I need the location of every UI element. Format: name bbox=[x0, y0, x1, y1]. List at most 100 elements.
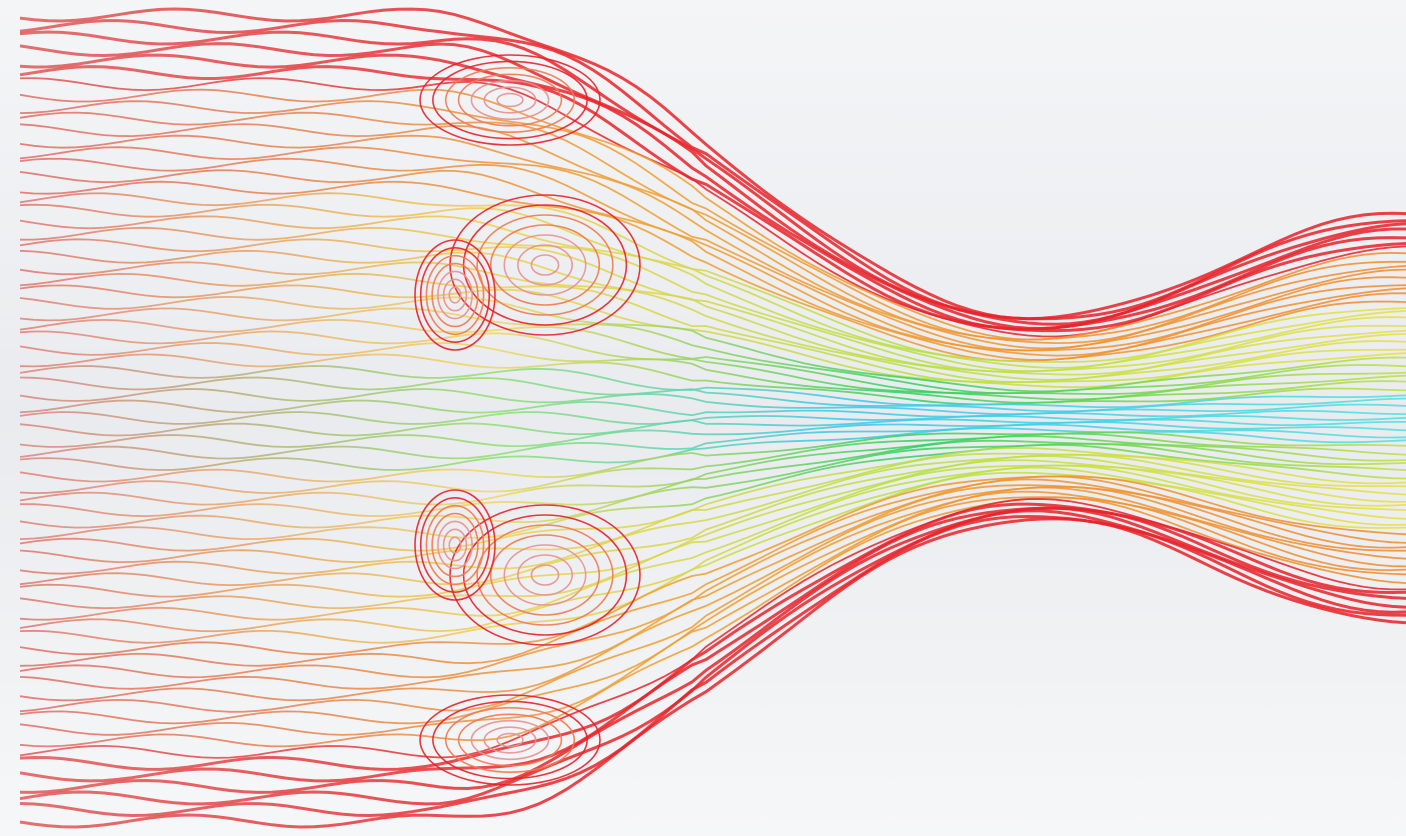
vortex-ring bbox=[496, 732, 524, 748]
streamline bbox=[19, 453, 1406, 575]
streamline bbox=[19, 496, 1406, 748]
vortex-ring bbox=[419, 497, 491, 593]
streamline bbox=[19, 506, 1406, 783]
vortex-ring bbox=[425, 504, 485, 586]
vortex-ring bbox=[419, 54, 601, 146]
streamline bbox=[19, 399, 1406, 418]
vortex-ring bbox=[442, 278, 468, 312]
vortex-ring bbox=[476, 214, 614, 316]
vortex-ring bbox=[419, 694, 601, 786]
streamline bbox=[19, 475, 1406, 656]
vortex-ring bbox=[503, 544, 587, 606]
streamline bbox=[19, 342, 1406, 404]
streamline bbox=[19, 30, 1406, 326]
vortex-ring bbox=[448, 286, 462, 304]
streamline bbox=[19, 418, 1406, 437]
streamline bbox=[19, 490, 1406, 725]
streamline bbox=[19, 486, 1406, 713]
streamline bbox=[19, 272, 1406, 384]
streamline bbox=[19, 455, 1406, 587]
streamline bbox=[19, 111, 1406, 345]
streamline bbox=[19, 307, 1406, 395]
vortex-ring bbox=[503, 234, 587, 296]
vortex-ring bbox=[431, 512, 479, 578]
streamline bbox=[19, 442, 1406, 529]
streamline bbox=[19, 388, 1406, 415]
streamline bbox=[19, 478, 1406, 679]
streamline bbox=[19, 88, 1406, 341]
vortex-ring bbox=[476, 524, 614, 626]
streamline bbox=[19, 295, 1406, 393]
streamline bbox=[19, 238, 1406, 376]
streamline bbox=[19, 435, 1406, 506]
streamline bbox=[19, 249, 1406, 381]
streamline bbox=[19, 431, 1406, 483]
vortex-ring bbox=[483, 726, 537, 754]
streamline bbox=[19, 100, 1406, 341]
streamline bbox=[19, 411, 1406, 425]
vortex-ring bbox=[496, 92, 524, 108]
streamline bbox=[19, 496, 1406, 736]
streamline bbox=[19, 514, 1406, 818]
streamline bbox=[19, 215, 1406, 373]
streamlines bbox=[19, 7, 1406, 829]
vortex-ring bbox=[530, 564, 560, 586]
streamline bbox=[19, 123, 1406, 350]
streamline bbox=[19, 464, 1406, 621]
streamline bbox=[19, 484, 1406, 690]
vortex-ring bbox=[414, 489, 496, 601]
vortex-ring bbox=[414, 239, 496, 351]
streamline bbox=[19, 330, 1406, 401]
vortex-ring bbox=[470, 719, 550, 761]
streamline bbox=[19, 169, 1406, 361]
streamline bbox=[19, 261, 1406, 384]
streamline bbox=[19, 506, 1406, 794]
streamline bbox=[19, 485, 1406, 702]
vortex-ring bbox=[437, 520, 473, 570]
streamline bbox=[19, 134, 1406, 352]
streamline bbox=[19, 7, 1406, 321]
streamline bbox=[19, 77, 1406, 338]
streamline bbox=[19, 517, 1406, 829]
streamline bbox=[19, 427, 1406, 471]
streamline bbox=[19, 376, 1406, 413]
streamline bbox=[20, 439, 1406, 518]
streamline bbox=[19, 471, 1406, 644]
vortex-ring bbox=[419, 247, 491, 343]
vortex-ring bbox=[517, 244, 573, 286]
streamline bbox=[19, 502, 1406, 771]
vortex-ring bbox=[457, 713, 563, 767]
streamline bbox=[19, 459, 1406, 598]
vortex-ring bbox=[470, 79, 550, 121]
vortex-ring bbox=[442, 528, 468, 562]
streamline bbox=[19, 284, 1406, 389]
vortex-ring bbox=[483, 86, 537, 114]
streamline bbox=[19, 146, 1406, 352]
vortex-ring bbox=[431, 262, 479, 328]
streamline bbox=[19, 157, 1406, 357]
streamline bbox=[19, 475, 1406, 667]
streamline bbox=[19, 421, 1406, 448]
vortex-ring bbox=[517, 554, 573, 596]
vortex-ring bbox=[457, 73, 563, 127]
vortex-ring bbox=[489, 534, 601, 616]
streamline bbox=[19, 447, 1406, 552]
vortex-ring bbox=[489, 224, 601, 306]
streamline bbox=[19, 53, 1406, 331]
vortex-ring bbox=[432, 60, 588, 140]
vortex-ring bbox=[425, 254, 485, 336]
vortex-ring bbox=[437, 270, 473, 320]
streamline bbox=[19, 464, 1406, 610]
streamline bbox=[19, 42, 1406, 331]
vortex-ring bbox=[444, 67, 576, 133]
vortex-ring bbox=[432, 700, 588, 780]
streamline bbox=[19, 365, 1406, 409]
streamline bbox=[19, 432, 1406, 495]
streamline bbox=[19, 452, 1406, 564]
streamline bbox=[19, 443, 1406, 541]
streamline bbox=[19, 180, 1406, 362]
streamline bbox=[19, 203, 1406, 369]
vortex-ring bbox=[444, 707, 576, 773]
